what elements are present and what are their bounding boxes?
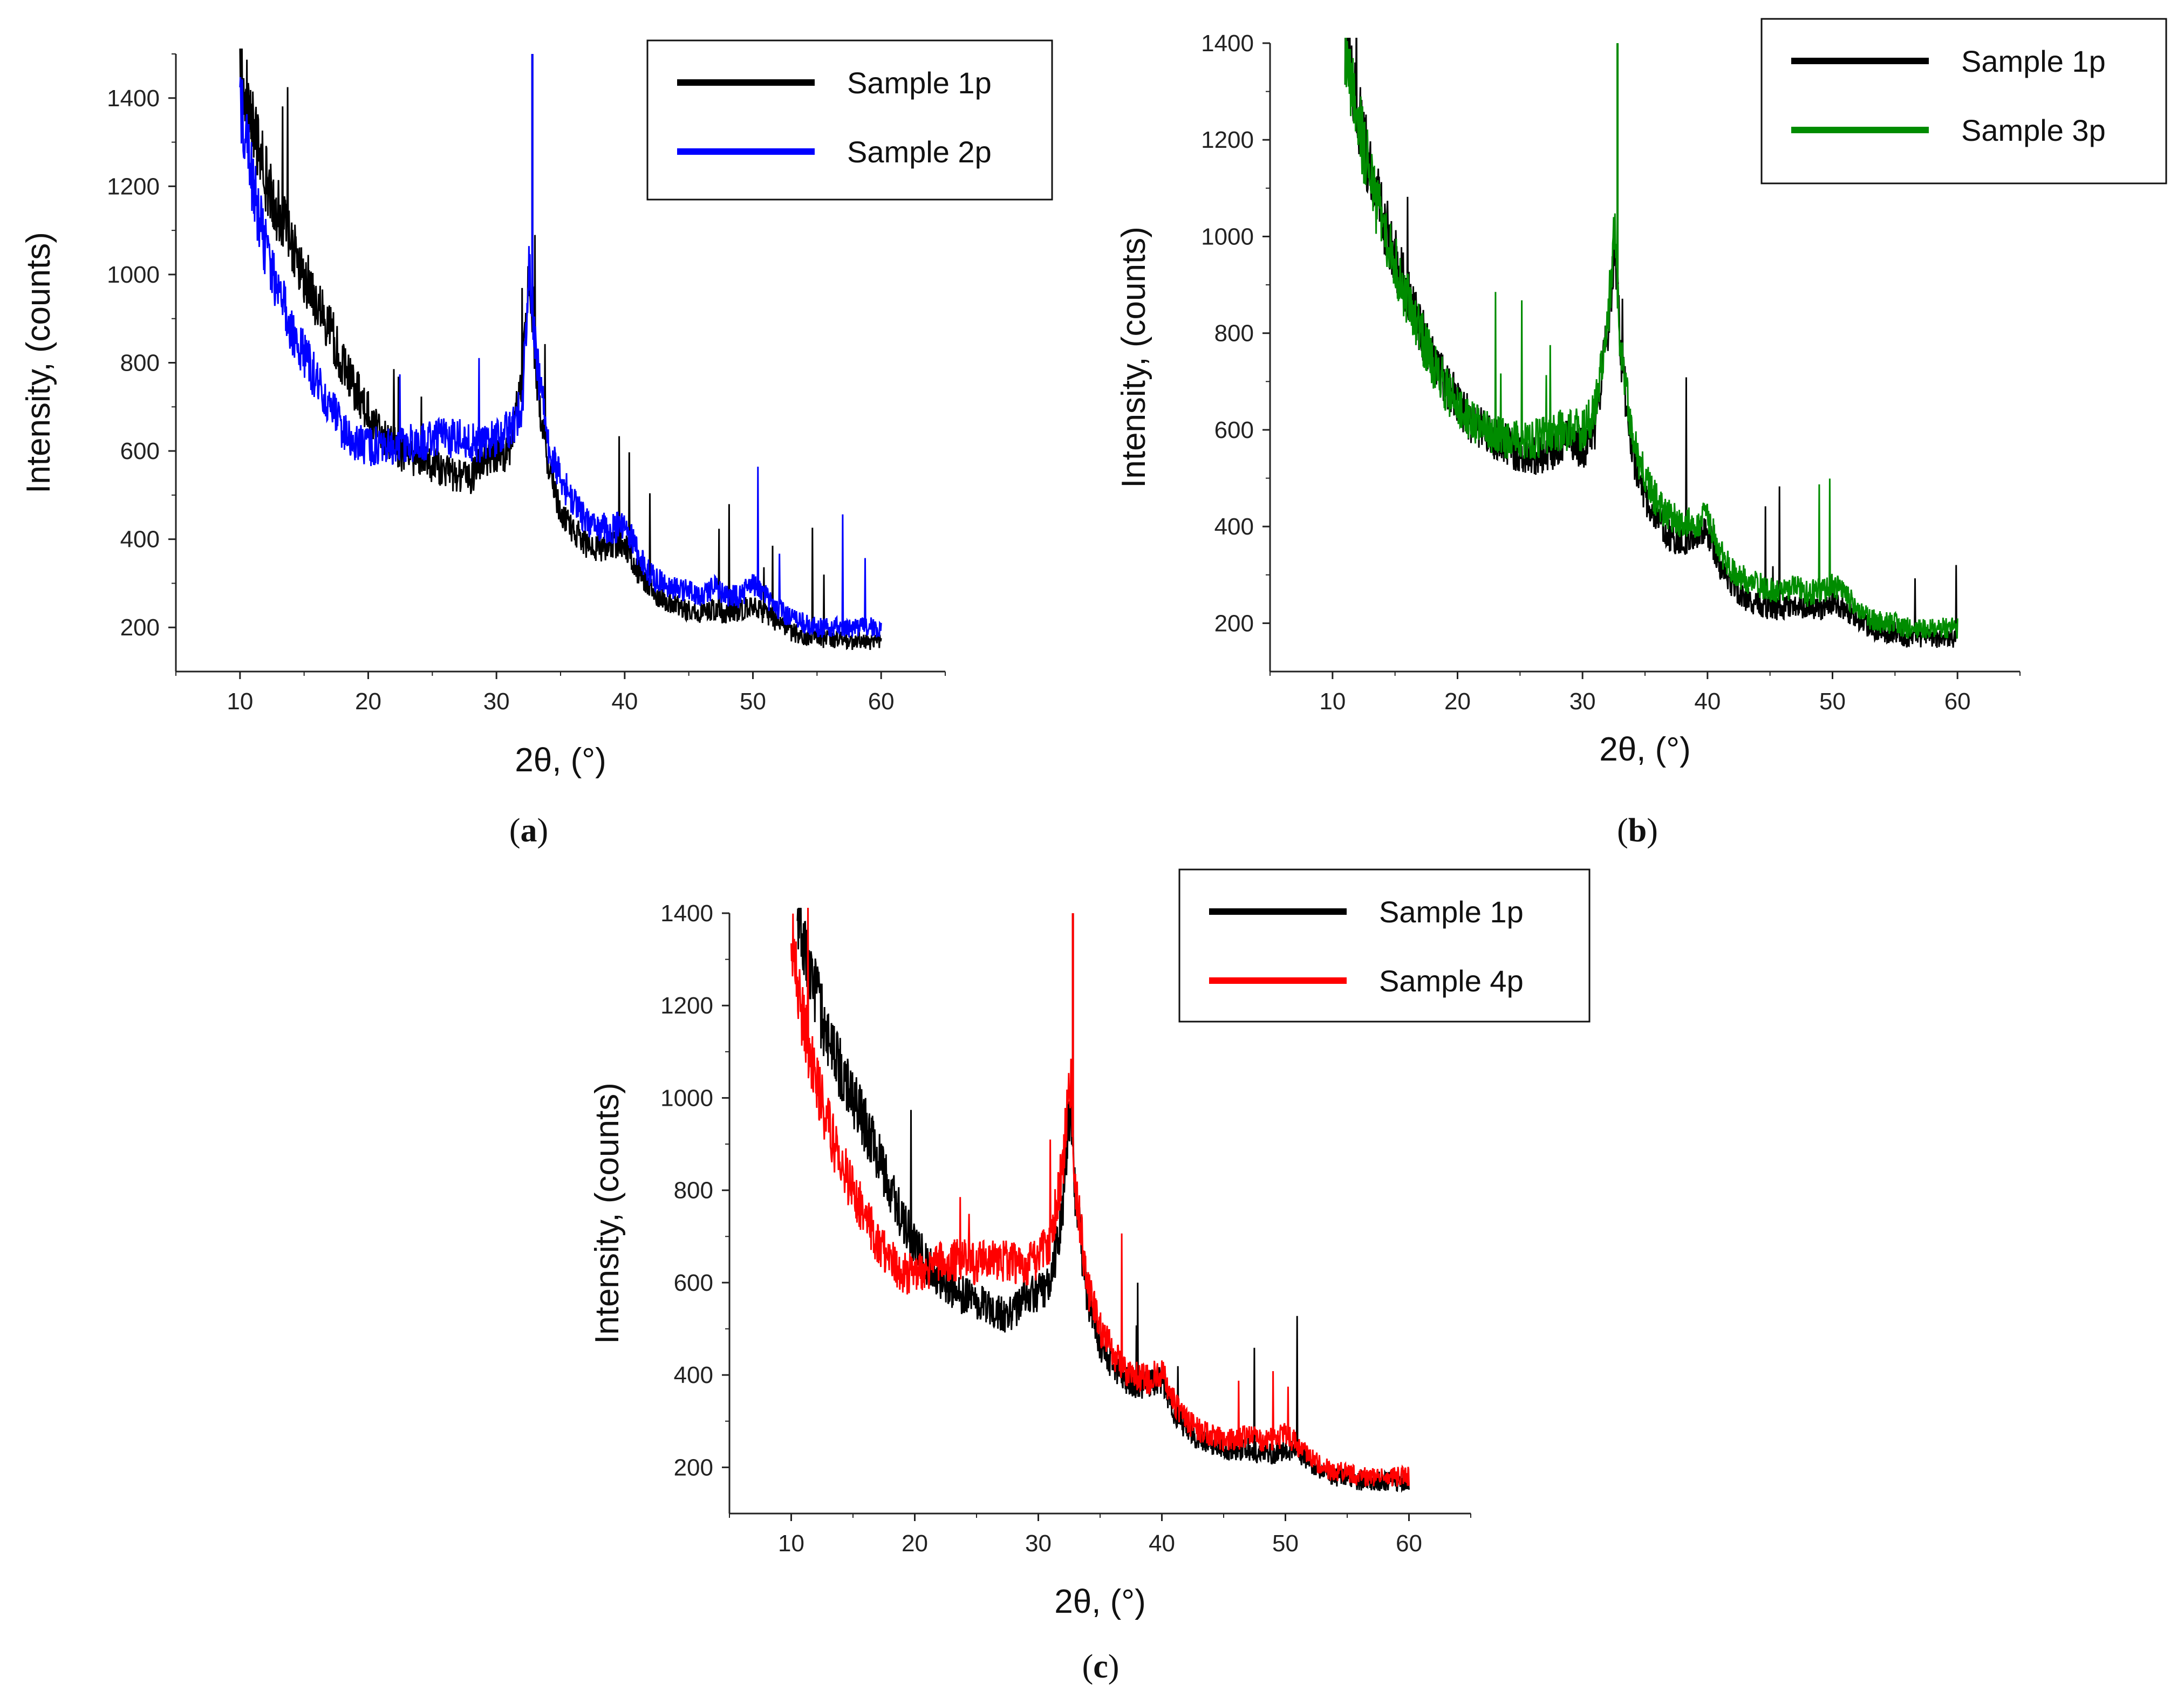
legend-label: Sample 4p	[1379, 964, 1524, 998]
x-tick-label: 10	[227, 688, 253, 715]
y-tick-label: 1000	[1201, 223, 1254, 250]
x-tick-label: 60	[1944, 688, 1971, 715]
y-tick-label: 400	[1214, 513, 1254, 540]
panel-label: (b)	[1617, 812, 1658, 849]
x-tick-label: 20	[902, 1530, 928, 1557]
panel-label-close: )	[1108, 1648, 1120, 1685]
x-tick-label: 10	[1319, 688, 1346, 715]
chart-panel-b: 10 20 30 40 50 60 200 400 600 800 1000 1200 1400 2θ, …	[1115, 18, 2167, 849]
x-tick-label: 30	[1025, 1530, 1052, 1557]
y-axis-title: Intensity, (counts)	[589, 1083, 626, 1344]
y-tick-label: 200	[1214, 610, 1254, 636]
legend-label: Sample 3p	[1961, 113, 2106, 147]
y-tick-label: 1200	[660, 992, 713, 1019]
y-tick-label: 600	[1214, 417, 1254, 443]
x-tick-label: 40	[611, 688, 638, 715]
panel-label-close: )	[1647, 812, 1658, 849]
y-tick-label: 1000	[107, 262, 160, 288]
series-line-sample-3p	[1344, 38, 1958, 639]
y-tick-label: 200	[674, 1454, 713, 1481]
legend-box	[1178, 868, 1591, 1023]
y-axis-title: Intensity, (counts)	[1115, 227, 1152, 488]
y-tick-label: 1200	[107, 173, 160, 200]
legend: Sample 1p Sample 4p	[1178, 868, 1591, 1023]
y-tick-label: 800	[674, 1177, 713, 1204]
panel-label-letter: b	[1628, 812, 1647, 849]
panel-label: (a)	[509, 812, 548, 849]
legend: Sample 1p Sample 3p	[1760, 18, 2167, 184]
y-tick-label: 400	[674, 1362, 713, 1388]
y-tick-label: 800	[1214, 320, 1254, 347]
x-axis-title: 2θ, (°)	[1599, 731, 1691, 768]
panel-label-open: (	[1082, 1648, 1094, 1685]
legend-box	[646, 39, 1053, 201]
y-tick-label: 1400	[660, 900, 713, 927]
chart-panel-c: 10 20 30 40 50 60 200 400 600 800 1000 1200 1400 2θ, …	[589, 868, 1591, 1685]
x-tick-label: 40	[1694, 688, 1721, 715]
x-tick-label: 50	[740, 688, 766, 715]
y-tick-label: 600	[674, 1270, 713, 1296]
y-axis-title: Intensity, (counts)	[20, 232, 57, 494]
x-tick-label: 50	[1272, 1530, 1299, 1557]
series-line-sample-4p	[790, 908, 1410, 1487]
x-tick-label: 60	[1396, 1530, 1422, 1557]
legend-label: Sample 1p	[1379, 895, 1524, 929]
panel-label-close: )	[537, 812, 549, 849]
series-line-sample-1p	[239, 49, 882, 651]
legend-box	[1760, 18, 2167, 184]
y-tick-label: 1200	[1201, 127, 1254, 153]
x-tick-label: 50	[1819, 688, 1846, 715]
y-tick-label: 1000	[660, 1085, 713, 1111]
x-tick-label: 40	[1149, 1530, 1175, 1557]
chart-panel-a: 10 20 30 40 50 60 200 400 600 800 1000 1200 1400 2θ, …	[20, 39, 1053, 849]
y-tick-label: 800	[120, 350, 160, 376]
legend-label: Sample 1p	[847, 66, 992, 100]
legend: Sample 1p Sample 2p	[646, 39, 1053, 201]
series-line-sample-2p	[239, 77, 882, 638]
y-tick-label: 400	[120, 526, 160, 553]
panel-label-letter: c	[1093, 1648, 1108, 1685]
x-tick-label: 30	[483, 688, 510, 715]
x-tick-label: 60	[868, 688, 895, 715]
x-axis-title: 2θ, (°)	[515, 742, 606, 779]
x-tick-label: 20	[1444, 688, 1471, 715]
y-tick-label: 200	[120, 614, 160, 641]
panel-label-open: (	[509, 812, 521, 849]
panel-label-open: (	[1617, 812, 1628, 849]
panel-label: (c)	[1082, 1648, 1120, 1685]
panel-label-letter: a	[521, 812, 537, 849]
y-tick-label: 1400	[107, 85, 160, 112]
x-axis-title: 2θ, (°)	[1054, 1583, 1146, 1620]
x-tick-label: 10	[778, 1530, 804, 1557]
y-tick-label: 600	[120, 438, 160, 464]
x-tick-label: 30	[1569, 688, 1596, 715]
legend-label: Sample 1p	[1961, 44, 2106, 78]
y-tick-label: 1400	[1201, 30, 1254, 57]
x-tick-label: 20	[355, 688, 381, 715]
legend-label: Sample 2p	[847, 135, 992, 169]
